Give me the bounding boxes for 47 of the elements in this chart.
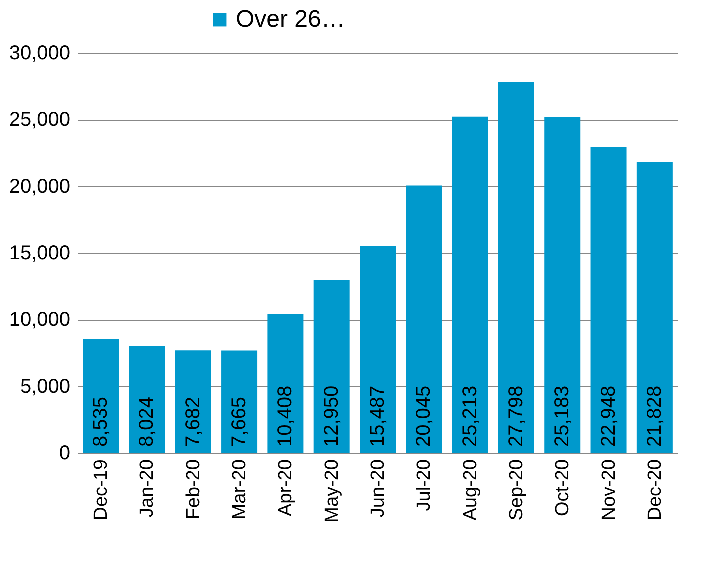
bar	[83, 339, 120, 453]
bar	[222, 350, 258, 453]
y-tick-label: 25,000	[9, 109, 70, 132]
bar	[544, 117, 581, 453]
y-tick-label: 20,000	[9, 176, 70, 198]
bar	[314, 280, 350, 453]
data-label: 7,682	[182, 396, 204, 447]
data-label: 20,045	[413, 386, 436, 447]
bar	[590, 147, 627, 453]
x-tick-label: May-20	[322, 460, 343, 523]
data-label: 22,948	[598, 386, 620, 447]
bar	[636, 162, 673, 453]
x-tick-label: Mar-20	[230, 460, 251, 520]
y-tick-label: 5,000	[20, 376, 70, 398]
y-tick-label: 15,000	[9, 242, 70, 264]
x-tick-label: Jun-20	[368, 460, 389, 518]
legend-label: Over 26…	[236, 6, 346, 33]
x-tick-label: Oct-20	[552, 460, 574, 517]
x-tick-label: Jan-20	[137, 460, 158, 518]
data-label: 25,213	[459, 386, 482, 447]
bar	[452, 116, 488, 453]
data-label: 7,665	[228, 396, 251, 447]
bar	[406, 186, 442, 453]
x-tick-label: Apr-20	[276, 460, 297, 517]
data-label: 12,950	[320, 386, 343, 447]
x-tick-label: Sep-20	[506, 460, 528, 521]
data-label: 27,798	[505, 386, 528, 447]
bar	[129, 346, 166, 453]
data-label: 25,183	[552, 386, 574, 447]
bar	[498, 82, 534, 453]
data-label: 10,408	[274, 386, 297, 447]
x-tick-label: Nov-20	[598, 460, 620, 521]
data-label: 8,024	[136, 396, 158, 447]
data-label: 8,535	[90, 396, 112, 447]
x-tick-label: Aug-20	[460, 460, 482, 521]
x-tick-label: Jul-20	[414, 460, 436, 512]
data-label: 21,828	[644, 386, 666, 447]
bar	[175, 350, 212, 453]
y-tick-label: 0	[59, 442, 70, 464]
bar	[268, 314, 304, 453]
data-label: 15,487	[367, 386, 389, 447]
x-tick-label: Dec-19	[91, 460, 112, 521]
y-tick-label: 30,000	[9, 42, 70, 64]
y-tick-label: 10,000	[9, 309, 70, 332]
bar	[360, 246, 396, 453]
x-tick-label: Dec-20	[644, 460, 666, 521]
x-tick-label: Feb-20	[183, 460, 204, 520]
